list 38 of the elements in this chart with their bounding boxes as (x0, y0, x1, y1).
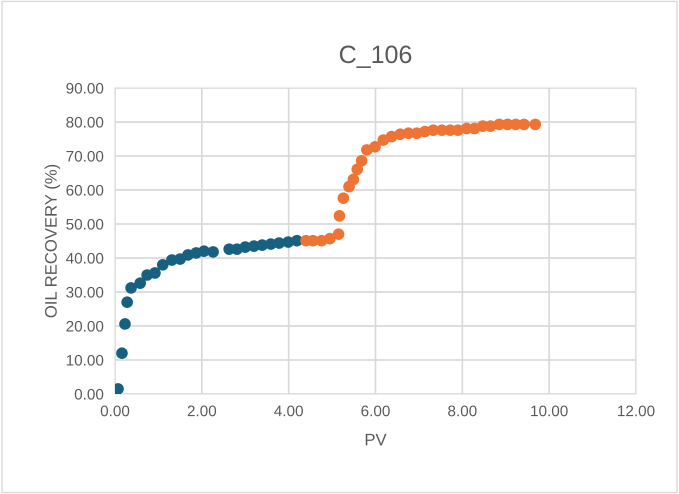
point (529, 118, 542, 130)
x-tick-label: 2.00 (188, 406, 216, 416)
point (207, 246, 219, 258)
x-axis-title: PV (366, 434, 387, 446)
y-tick-label: 50.00 (66, 218, 104, 230)
chart-title: C_106 (340, 46, 412, 68)
y-tick-label: 20.00 (66, 320, 104, 332)
point (334, 210, 346, 222)
y-tick-label: 30.00 (66, 286, 104, 298)
point (121, 296, 133, 308)
x-tick-label: 6.00 (361, 406, 390, 416)
point (156, 258, 169, 271)
point (356, 154, 368, 167)
x-tick-label: 12.00 (618, 406, 655, 416)
y-tick-label: 60.00 (66, 184, 104, 196)
point (149, 267, 161, 279)
point (332, 228, 344, 240)
point (338, 192, 350, 204)
point (369, 141, 381, 153)
point (324, 232, 336, 244)
point (348, 174, 360, 186)
x-tick-label: 4.00 (274, 406, 303, 416)
point (134, 277, 146, 289)
y-tick-label: 0.00 (74, 388, 104, 400)
x-tick-label: 8.00 (448, 406, 477, 416)
x-tick-label: 10.00 (531, 406, 568, 416)
y-tick-label: 70.00 (66, 150, 104, 162)
point (125, 282, 137, 294)
point (518, 118, 530, 130)
y-tick-label: 80.00 (66, 116, 104, 128)
point (116, 347, 128, 360)
y-axis-title: OIL RECOVERY (%) (44, 164, 60, 318)
x-tick-label: 0.00 (100, 406, 130, 416)
y-tick-label: 10.00 (66, 354, 104, 366)
point (119, 318, 131, 330)
y-tick-label: 40.00 (66, 252, 104, 264)
point (351, 163, 364, 176)
y-tick-label: 90.00 (66, 82, 104, 94)
